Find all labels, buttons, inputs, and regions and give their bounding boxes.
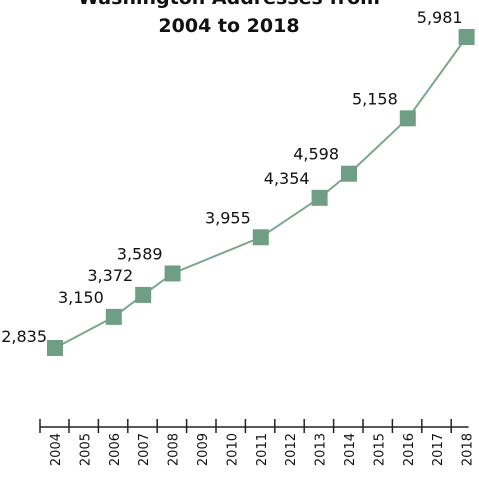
x-tick-label: 2006 [108, 433, 123, 466]
series-line [54, 36, 468, 349]
data-label: 5,158 [352, 89, 398, 108]
x-tick-label: 2014 [343, 433, 358, 466]
x-tick-label: 2011 [255, 433, 270, 466]
data-marker-group [47, 29, 475, 356]
x-tick-label: 2013 [314, 433, 329, 466]
x-axis: 2004 2005 2006 2007 2008 2009 2010 2011 2012 2013… [39, 419, 476, 466]
x-tick-label: 2015 [372, 433, 387, 466]
x-tick-label: 2017 [431, 433, 446, 466]
x-tick-label: 2012 [284, 433, 299, 466]
data-point-marker [399, 110, 416, 127]
x-tick-label: 2016 [402, 433, 417, 466]
data-point-marker [458, 29, 475, 45]
x-tick-label: 2010 [225, 433, 240, 466]
data-label: 2,835 [1, 327, 47, 346]
data-point-marker [311, 189, 328, 206]
data-point-marker [164, 265, 181, 282]
data-label: 4,354 [264, 169, 310, 188]
x-tick-label: 2018 [461, 433, 476, 466]
x-tick-label: 2007 [137, 433, 152, 466]
x-tick-label: 2008 [167, 433, 182, 466]
chart-title-line-2: 2004 to 2018 [158, 15, 299, 37]
data-label: 3,589 [117, 244, 163, 263]
x-tick-label: 2005 [78, 433, 93, 466]
data-label: 4,598 [293, 145, 339, 164]
data-label: 3,372 [87, 266, 133, 285]
data-label: 3,955 [205, 208, 251, 227]
data-point-marker [105, 308, 122, 325]
series-line-group [54, 36, 468, 349]
data-label-group: 2,835 3,150 3,372 3,589 3,955 4,354 4,598 5,158… [1, 8, 462, 346]
x-tick-label: 2004 [49, 433, 64, 466]
chart-title-line-1: Washington Addresses from [78, 0, 380, 9]
chart-title: Washington Addresses from 2004 to 2018 [78, 0, 380, 37]
data-point-marker [341, 165, 357, 182]
data-point-marker [135, 286, 152, 303]
x-tick-label: 2009 [196, 433, 211, 466]
data-label: 5,981 [417, 8, 463, 27]
data-point-marker [47, 340, 63, 356]
data-point-marker [252, 229, 269, 246]
data-label: 3,150 [58, 288, 104, 307]
